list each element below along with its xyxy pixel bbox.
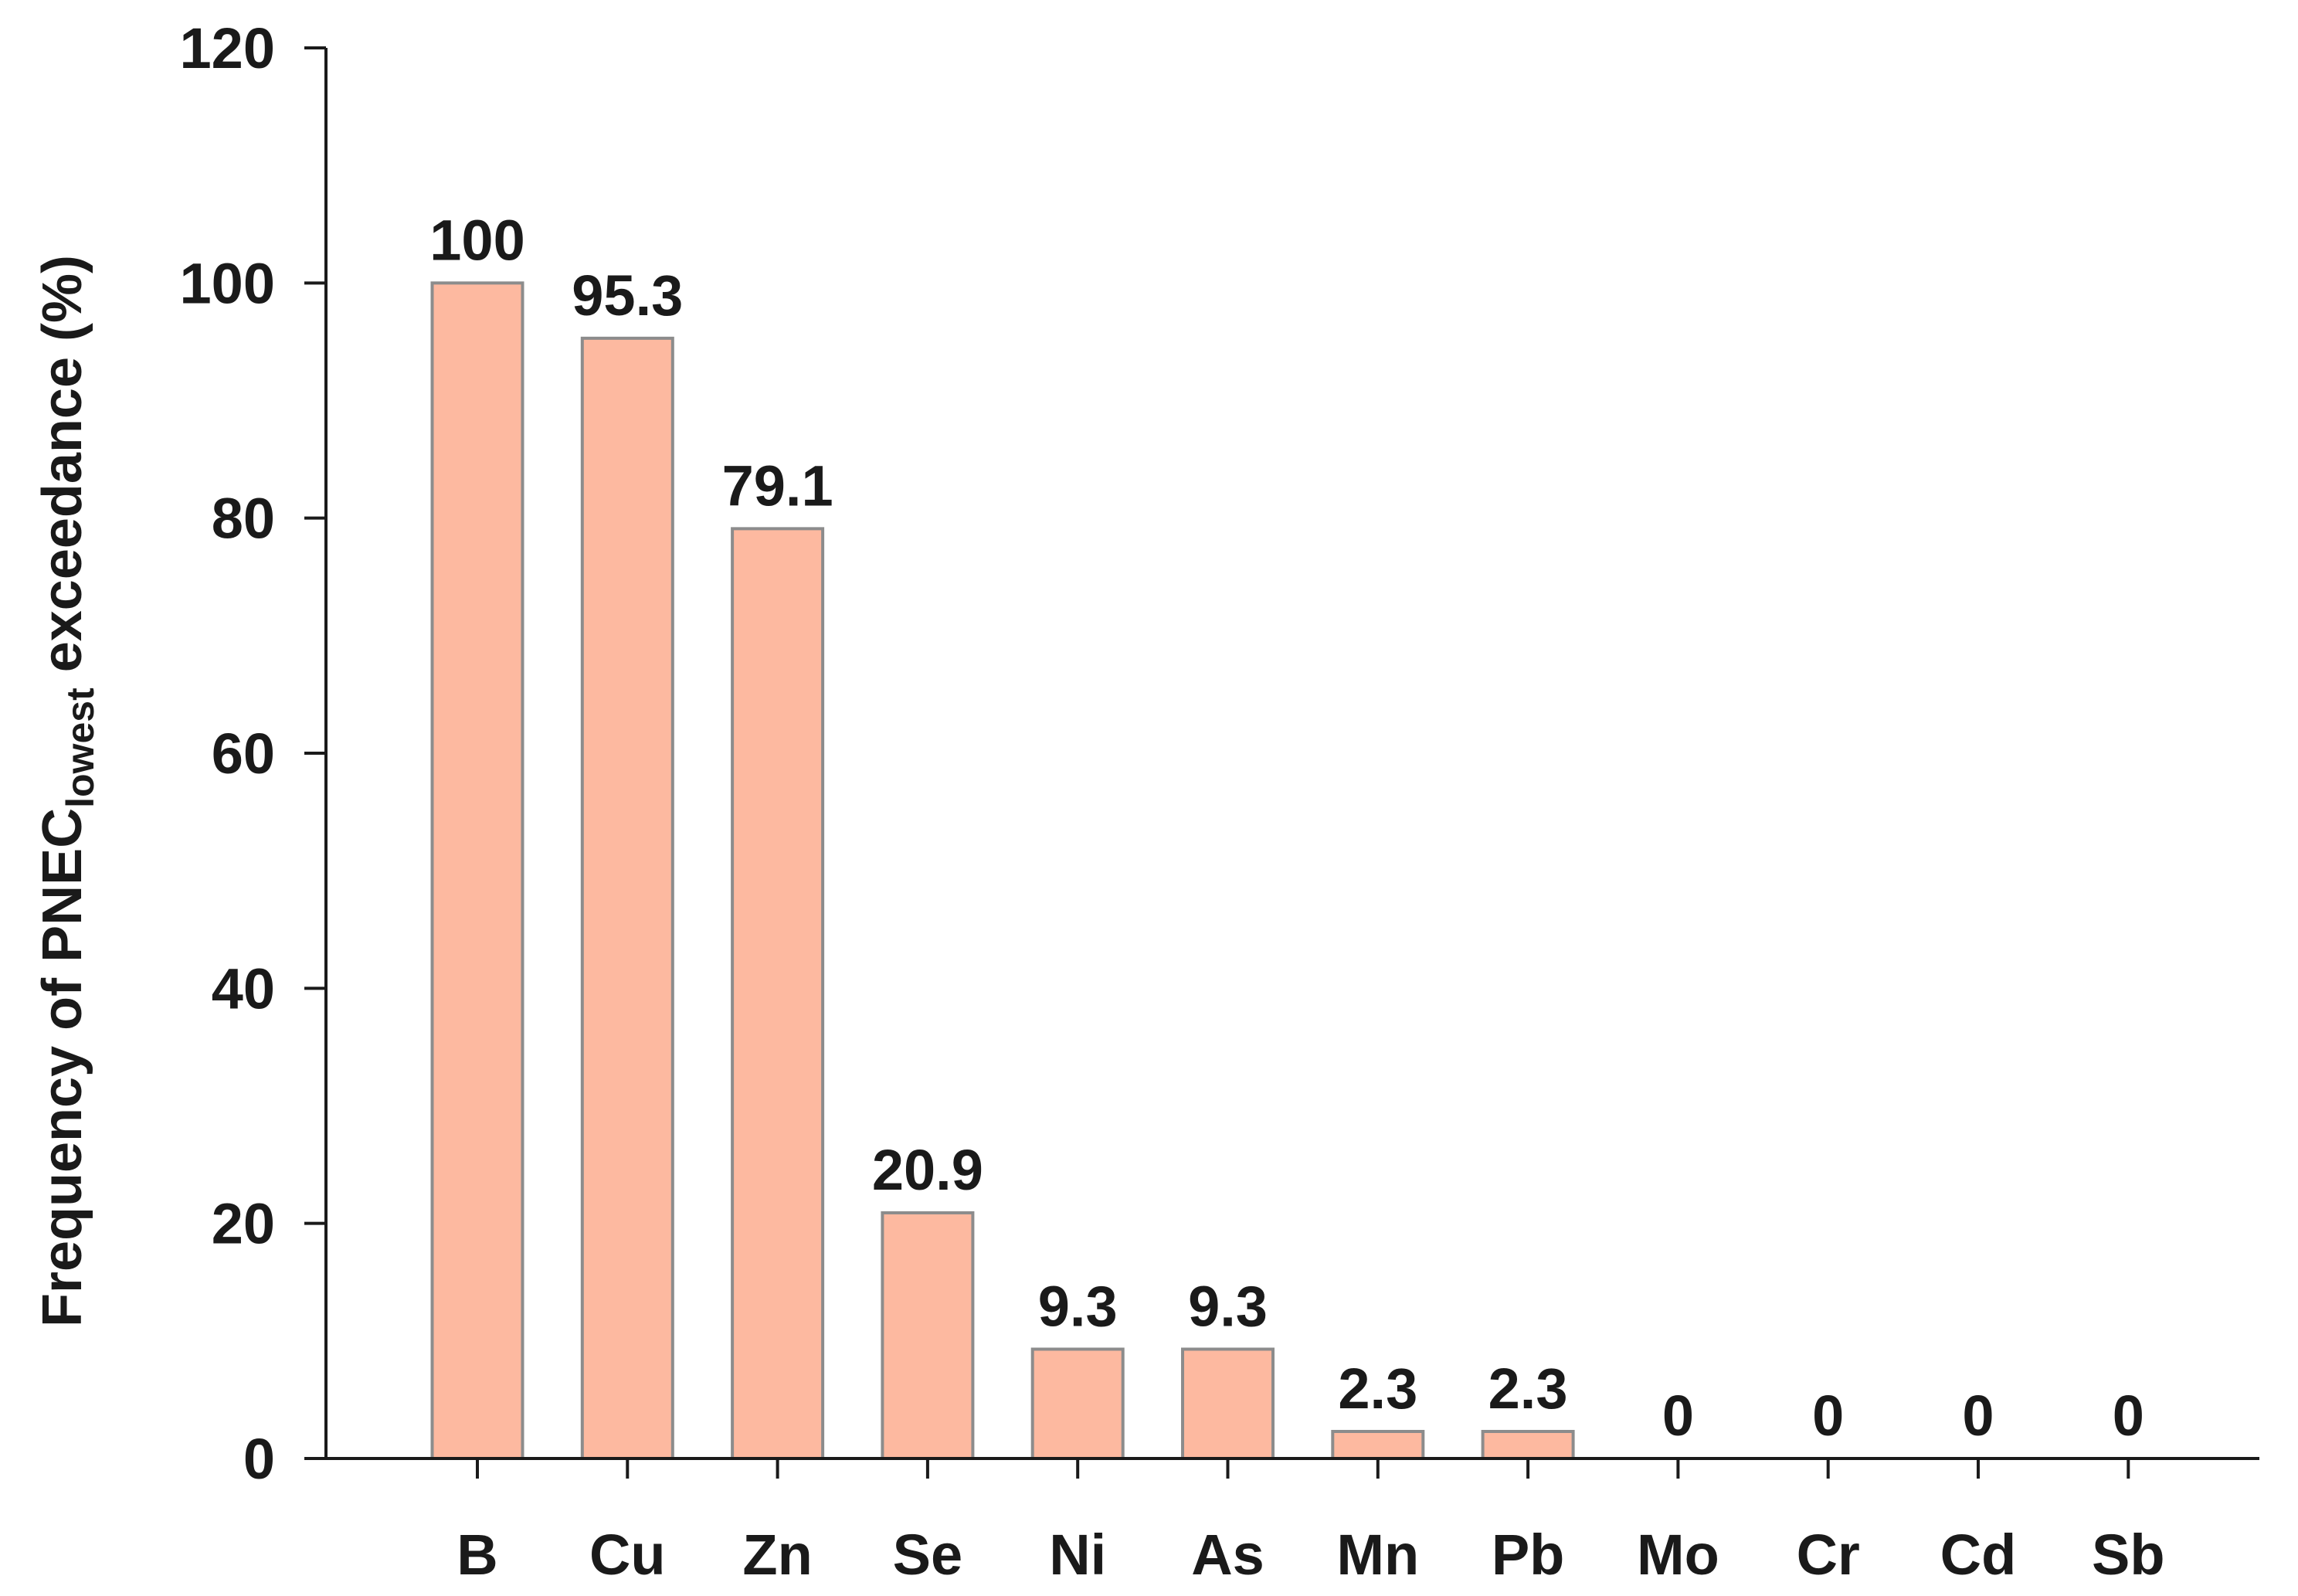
y-axis-label-prefix: Frequency of PNEC bbox=[32, 808, 93, 1327]
data-label-cd: 0 bbox=[1962, 1384, 1994, 1448]
data-label-cu: 95.3 bbox=[572, 263, 683, 328]
y-ticks-group: 0 20 40 60 80 100 120 bbox=[180, 16, 326, 1491]
bar-as bbox=[1181, 1347, 1275, 1460]
bar-b bbox=[430, 281, 524, 1460]
x-tick-label-se: Se bbox=[893, 1523, 963, 1587]
y-axis-label-subscript: lowest bbox=[59, 688, 102, 808]
x-tick-label-ni: Ni bbox=[1049, 1523, 1106, 1587]
bar-zn bbox=[731, 527, 825, 1460]
x-tick-label-cr: Cr bbox=[1797, 1523, 1860, 1587]
y-tick-label-80: 80 bbox=[212, 487, 275, 551]
x-tick-label-sb: Sb bbox=[2092, 1523, 2165, 1587]
x-tick-label-b: B bbox=[457, 1523, 497, 1587]
y-tick-label-100: 100 bbox=[180, 251, 275, 315]
y-axis-label-text: Frequency of PNEClowest exceedance (%) bbox=[32, 255, 102, 1327]
x-tick-label-pb: Pb bbox=[1492, 1523, 1565, 1587]
bar-se bbox=[881, 1211, 975, 1460]
data-label-sb: 0 bbox=[2113, 1384, 2144, 1448]
x-tick-label-as: As bbox=[1191, 1523, 1264, 1587]
data-label-pb: 2.3 bbox=[1488, 1357, 1568, 1421]
y-axis-label: Frequency of PNEClowest exceedance (%) bbox=[32, 255, 102, 1327]
x-tick-label-zn: Zn bbox=[742, 1523, 812, 1587]
x-tick-label-cu: Cu bbox=[589, 1523, 666, 1587]
y-axis-label-suffix: exceedance (%) bbox=[32, 255, 93, 688]
y-tick-label-120: 120 bbox=[180, 16, 275, 80]
data-label-mn: 2.3 bbox=[1338, 1357, 1417, 1421]
y-tick-label-20: 20 bbox=[212, 1192, 275, 1256]
data-label-mo: 0 bbox=[1662, 1384, 1694, 1448]
data-labels-group: 100 95.3 79.1 20.9 9.3 9.3 2.3 2.3 0 0 0 0 bbox=[429, 208, 2144, 1448]
bars-group bbox=[430, 281, 1575, 1461]
x-tick-label-cd: Cd bbox=[1940, 1523, 2017, 1587]
data-label-cr: 0 bbox=[1812, 1384, 1844, 1448]
bar-pb bbox=[1481, 1430, 1575, 1461]
bar-cu bbox=[580, 336, 674, 1460]
data-label-ni: 9.3 bbox=[1038, 1274, 1118, 1338]
data-label-b: 100 bbox=[429, 208, 524, 272]
y-tick-label-0: 0 bbox=[243, 1427, 275, 1491]
data-label-se: 20.9 bbox=[872, 1138, 983, 1202]
x-ticks-group: B Cu Zn Se Ni As Mn Pb Mo Cr Cd Sb bbox=[457, 1458, 2165, 1587]
data-label-as: 9.3 bbox=[1188, 1274, 1268, 1338]
x-tick-label-mn: Mn bbox=[1336, 1523, 1419, 1587]
data-label-zn: 79.1 bbox=[722, 453, 833, 518]
x-tick-label-mo: Mo bbox=[1637, 1523, 1719, 1587]
bar-ni bbox=[1030, 1347, 1125, 1460]
bar-mn bbox=[1331, 1430, 1425, 1461]
y-tick-label-60: 60 bbox=[212, 722, 275, 786]
y-tick-label-40: 40 bbox=[212, 956, 275, 1020]
